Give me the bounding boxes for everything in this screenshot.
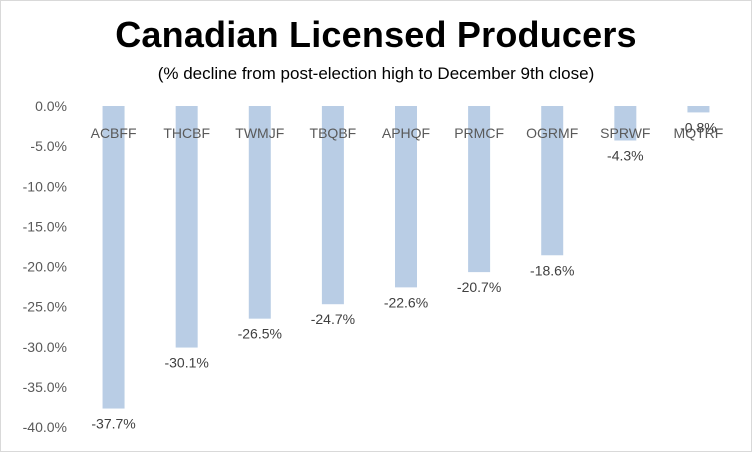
category-label: SPRWF (600, 125, 650, 141)
chart-title: Canadian Licensed Producers (115, 14, 637, 55)
bar-acbff (102, 106, 125, 409)
bar-sprwf (614, 106, 637, 141)
category-label: PRMCF (454, 125, 504, 141)
data-label: -30.1% (164, 355, 208, 371)
y-tick-label: -40.0% (23, 419, 67, 435)
y-tick-label: -15.0% (23, 218, 67, 234)
data-label: -20.7% (457, 279, 501, 295)
y-tick-label: -25.0% (23, 299, 67, 315)
data-labels: -37.7% -30.1% -26.5% -24.7% -22.6% -20.7% -18.… (91, 119, 716, 431)
data-label: -0.8% (680, 119, 717, 135)
category-label: TBQBF (310, 125, 357, 141)
y-tick-label: 0.0% (35, 98, 67, 114)
y-tick-label: -20.0% (23, 259, 67, 275)
data-label: -24.7% (311, 311, 355, 327)
bar-ogrmf (541, 106, 564, 256)
data-label: -37.7% (91, 416, 135, 432)
bar-tbqbf (321, 106, 344, 305)
y-tick-label: -5.0% (30, 138, 67, 154)
category-label: OGRMF (526, 125, 578, 141)
category-label: ACBFF (91, 125, 137, 141)
chart-subtitle: (% decline from post-election high to De… (157, 64, 595, 83)
y-axis: 0.0% -5.0% -10.0% -15.0% -20.0% -25.0% -30.0% -… (23, 98, 67, 435)
data-label: -22.6% (384, 294, 428, 310)
data-label: -18.6% (530, 262, 574, 278)
bar-prmcf (468, 106, 491, 273)
bar-mqtrf (687, 106, 710, 113)
category-label: THCBF (163, 125, 210, 141)
data-label: -26.5% (238, 326, 282, 342)
bar-thcbf (175, 106, 198, 348)
category-label: APHQF (382, 125, 430, 141)
y-tick-label: -10.0% (23, 178, 67, 194)
y-tick-label: -35.0% (23, 379, 67, 395)
bar-twmjf (248, 106, 271, 319)
category-label: TWMJF (235, 125, 284, 141)
category-label: MQTRF (674, 125, 724, 141)
data-label: -4.3% (607, 148, 644, 164)
bars (102, 106, 710, 409)
category-labels: ACBFF THCBF TWMJF TBQBF APHQF PRMCF OGRMF SPRWF… (91, 125, 724, 141)
bar-aphqf (395, 106, 417, 288)
y-tick-label: -30.0% (23, 339, 67, 355)
